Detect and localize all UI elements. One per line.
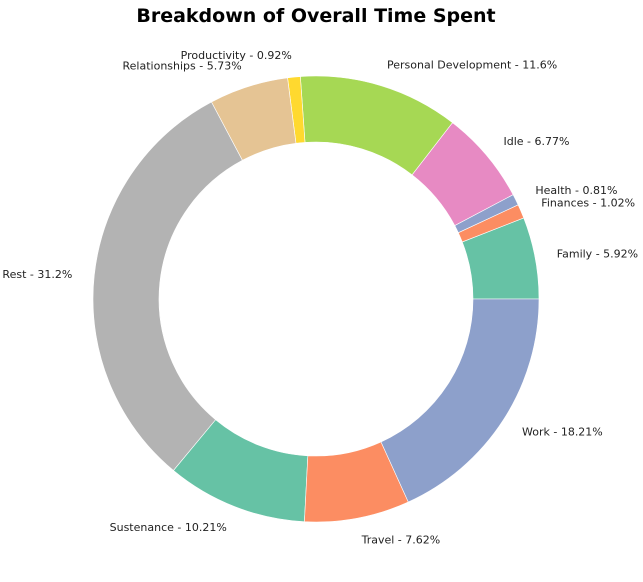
slice-label-0: Family - 5.92% xyxy=(557,248,638,261)
slice-label-2: Health - 0.81% xyxy=(535,184,617,197)
slice-7 xyxy=(92,101,243,471)
slice-10 xyxy=(380,298,540,503)
slice-label-8: Sustenance - 10.21% xyxy=(110,521,227,534)
slice-label-9: Travel - 7.62% xyxy=(361,534,441,547)
slice-label-7: Rest - 31.2% xyxy=(2,268,72,281)
slice-label-5: Productivity - 0.92% xyxy=(181,49,292,62)
slice-label-10: Work - 18.21% xyxy=(522,426,603,439)
slice-label-6: Relationships - 5.73% xyxy=(123,60,242,73)
slice-label-3: Idle - 6.77% xyxy=(504,135,570,148)
labels-group: Family - 5.92% Finances - 1.02%Health - 0… xyxy=(2,49,638,547)
slices-group xyxy=(92,75,540,523)
slice-label-1: Finances - 1.02% xyxy=(541,197,635,210)
chart-title: Breakdown of Overall Time Spent xyxy=(136,5,495,27)
slice-label-4: Personal Development - 11.6% xyxy=(387,59,557,72)
